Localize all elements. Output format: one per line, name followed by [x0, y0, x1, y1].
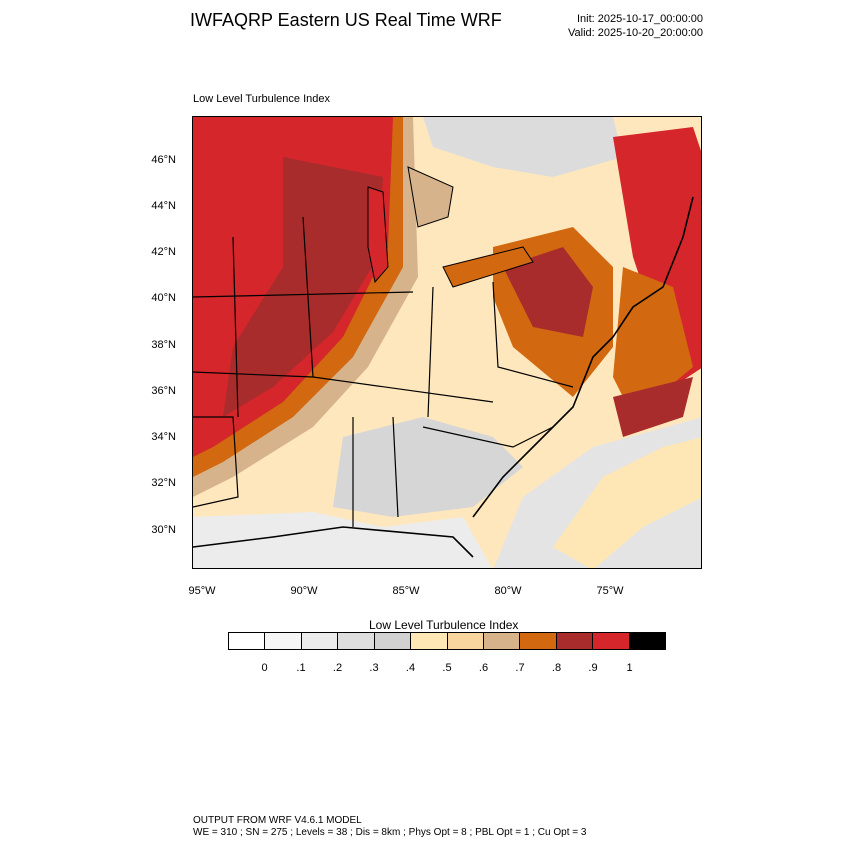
colorbar-tick-label: .8	[542, 662, 572, 674]
colorbar-tick-label: .1	[286, 662, 316, 674]
lat-label: 36°N	[144, 385, 176, 397]
footer-model: OUTPUT FROM WRF V4.6.1 MODEL	[193, 815, 362, 826]
colorbar-tick-label: 0	[250, 662, 280, 674]
colorbar-swatch	[265, 633, 301, 649]
colorbar-swatch	[229, 633, 265, 649]
colorbar-swatch	[593, 633, 629, 649]
init-time: Init: 2025-10-17_00:00:00	[577, 13, 703, 25]
lat-label: 40°N	[144, 292, 176, 304]
colorbar-swatch	[411, 633, 447, 649]
colorbar-title: Low Level Turbulence Index	[369, 618, 518, 632]
colorbar-swatch	[520, 633, 556, 649]
colorbar-swatch	[338, 633, 374, 649]
valid-time: Valid: 2025-10-20_20:00:00	[568, 27, 703, 39]
gulf-region	[193, 512, 493, 569]
colorbar-tick-label: .2	[323, 662, 353, 674]
lat-label: 34°N	[144, 431, 176, 443]
lat-label: 44°N	[144, 200, 176, 212]
colorbar-swatch	[484, 633, 520, 649]
colorbar-swatch	[557, 633, 593, 649]
lat-label: 30°N	[144, 524, 176, 536]
colorbar-tick-label: 1	[615, 662, 645, 674]
map-graphic	[193, 117, 702, 569]
colorbar-tick-label: .5	[432, 662, 462, 674]
lat-label: 32°N	[144, 477, 176, 489]
colorbar-tick-label: .3	[359, 662, 389, 674]
lat-label: 38°N	[144, 339, 176, 351]
colorbar-swatch	[448, 633, 484, 649]
footer-config: WE = 310 ; SN = 275 ; Levels = 38 ; Dis …	[193, 827, 586, 838]
lon-label: 85°W	[386, 585, 426, 597]
colorbar	[228, 632, 666, 650]
turbulence-map	[192, 116, 702, 569]
lat-label: 46°N	[144, 154, 176, 166]
colorbar-tick-label: .9	[578, 662, 608, 674]
colorbar-swatch	[375, 633, 411, 649]
colorbar-tick-label: .7	[505, 662, 535, 674]
lon-label: 90°W	[284, 585, 324, 597]
plot-title: IWFAQRP Eastern US Real Time WRF	[190, 10, 502, 31]
colorbar-tick-label: .6	[469, 662, 499, 674]
lon-label: 95°W	[182, 585, 222, 597]
map-subtitle: Low Level Turbulence Index	[193, 93, 330, 105]
colorbar-tick-label: .4	[396, 662, 426, 674]
lon-label: 80°W	[488, 585, 528, 597]
lat-label: 42°N	[144, 246, 176, 258]
lon-label: 75°W	[590, 585, 630, 597]
colorbar-swatch	[630, 633, 665, 649]
colorbar-swatch	[302, 633, 338, 649]
